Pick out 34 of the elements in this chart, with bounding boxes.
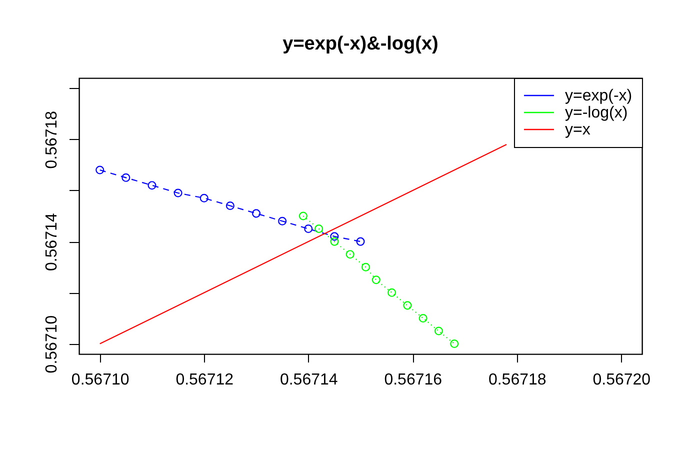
x-tick-label: 0.56716 xyxy=(384,372,442,388)
point xyxy=(372,276,380,284)
x-tick-label: 0.56712 xyxy=(176,372,234,388)
point xyxy=(330,232,339,241)
point xyxy=(174,188,182,198)
point xyxy=(346,250,354,259)
point xyxy=(434,326,443,336)
legend-label: y=-log(x) xyxy=(565,104,628,122)
point xyxy=(226,202,234,210)
point xyxy=(252,209,260,218)
point xyxy=(278,216,287,226)
x-tick-label: 0.56720 xyxy=(592,372,651,388)
legend-label: y=x xyxy=(565,122,590,138)
point xyxy=(304,224,313,234)
point xyxy=(388,288,396,297)
legend-label: y=exp(-x) xyxy=(565,88,632,104)
point xyxy=(450,340,459,348)
point xyxy=(330,237,339,246)
point xyxy=(418,314,428,322)
point xyxy=(356,237,365,246)
point xyxy=(314,224,324,234)
point xyxy=(148,181,156,190)
x-tick-label: 0.56710 xyxy=(71,372,130,388)
point xyxy=(361,262,370,272)
x-tick-label: 0.56714 xyxy=(280,372,338,388)
point xyxy=(200,194,208,202)
y-tick-label: 0.56718 xyxy=(44,110,60,169)
point xyxy=(96,166,104,174)
point xyxy=(122,173,130,182)
chart-title: y=exp(-x)&-log(x) xyxy=(282,34,438,54)
y-tick-label: 0.56714 xyxy=(44,213,60,271)
x-tick-label: 0.56718 xyxy=(488,372,546,388)
point xyxy=(403,301,412,310)
point xyxy=(298,212,308,220)
